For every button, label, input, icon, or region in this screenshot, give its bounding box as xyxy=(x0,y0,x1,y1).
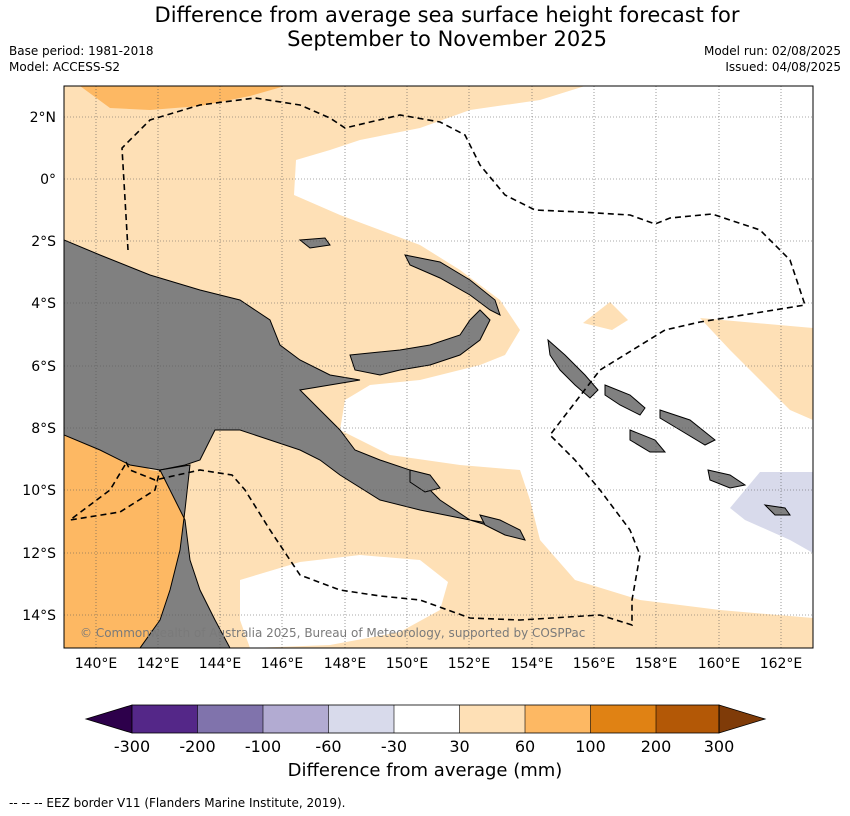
lon-label: 152°E xyxy=(448,656,491,672)
lon-label: 154°E xyxy=(511,656,554,672)
issued-date: Issued: 04/08/2025 xyxy=(725,60,841,74)
louisiade-islands xyxy=(479,514,526,541)
eez-australia xyxy=(69,464,161,521)
bougainville-island xyxy=(547,338,599,399)
colorbar-swatch xyxy=(197,705,263,733)
colorbar-label: 300 xyxy=(704,737,735,756)
lat-label: 10°S xyxy=(22,483,56,499)
colorbar-label: 60 xyxy=(515,737,535,756)
land-masses xyxy=(64,237,791,648)
map-area: © Commonwealth of Australia 2025, Bureau… xyxy=(64,86,813,648)
lat-label: 8°S xyxy=(31,421,56,437)
colorbar-swatch xyxy=(132,705,198,733)
colorbar-extend-low xyxy=(84,704,133,734)
latitude-labels: 2°N 0° 2°S 4°S 6°S 8°S 10°S 12°S 14°S xyxy=(22,110,56,624)
colorbar-label: -100 xyxy=(245,737,281,756)
colorbar-swatch xyxy=(328,705,394,733)
colorbar-swatch xyxy=(656,705,719,733)
band-30-60-east xyxy=(700,318,813,420)
lon-label: 162°E xyxy=(760,656,803,672)
colorbar-swatch xyxy=(590,705,656,733)
meta-right: Model run: 02/08/2025 Issued: 04/08/2025 xyxy=(704,43,841,75)
colorbar-label: 100 xyxy=(575,737,606,756)
lon-label: 146°E xyxy=(261,656,304,672)
lon-label: 150°E xyxy=(386,656,429,672)
lon-label: 148°E xyxy=(324,656,367,672)
new-guinea-landmass xyxy=(64,239,521,536)
lat-label: 12°S xyxy=(22,546,56,562)
lon-label: 158°E xyxy=(635,656,678,672)
model-run: Model run: 02/08/2025 xyxy=(703,44,841,58)
ocean-pocket-south xyxy=(240,555,448,648)
colorbar-label: -60 xyxy=(315,737,341,756)
lon-label: 144°E xyxy=(199,656,242,672)
colorbar-label: 30 xyxy=(449,737,469,756)
colorbar-extend-high xyxy=(718,704,767,734)
colorbar-frame xyxy=(131,704,720,734)
lat-label: 6°S xyxy=(31,359,56,375)
eez-borders xyxy=(69,97,807,627)
colorbar-label: -300 xyxy=(114,737,150,756)
colorbar-swatch xyxy=(263,705,329,733)
colorbar-label: -200 xyxy=(179,737,215,756)
lat-label: 4°S xyxy=(31,296,56,312)
colorbar-title: Difference from average (mm) xyxy=(287,760,563,781)
makira-island xyxy=(707,469,747,489)
copyright-notice: © Commonwealth of Australia 2025, Bureau… xyxy=(80,626,585,640)
map-frame xyxy=(63,85,814,649)
eez-png xyxy=(121,97,807,627)
new-ireland-island xyxy=(404,254,501,316)
solomon-islands-east xyxy=(659,409,716,446)
colorbar-dividers xyxy=(197,705,657,733)
band-neg60-neg30-region xyxy=(730,472,813,553)
lon-label: 142°E xyxy=(137,656,180,672)
footnote: -- -- -- EEZ border V11 (Flanders Marine… xyxy=(9,796,346,810)
colorbar-swatch xyxy=(525,705,591,733)
colorbar-labels: -300 -200 -100 -60 -30 30 60 100 200 300 xyxy=(114,737,734,756)
lat-label: 2°S xyxy=(31,234,56,250)
title-line-1: Difference from average sea surface heig… xyxy=(154,3,740,27)
colorbar: -300 -200 -100 -60 -30 30 60 100 200 300 xyxy=(84,704,767,756)
new-britain-island xyxy=(349,309,491,376)
model-name: Model: ACCESS-S2 xyxy=(9,60,121,74)
colorbar-swatch xyxy=(459,705,525,733)
colorbar-swatch xyxy=(394,705,460,733)
band-30-60-region xyxy=(64,86,813,648)
graticule xyxy=(64,86,813,648)
title-line-2: September to November 2025 xyxy=(287,27,607,51)
manus-island xyxy=(298,237,331,249)
colorbar-label: -30 xyxy=(381,737,407,756)
lon-label: 160°E xyxy=(698,656,741,672)
figure-title: Difference from average sea surface heig… xyxy=(0,3,850,51)
band-60-100-north xyxy=(80,86,285,110)
rennell-island xyxy=(763,504,791,516)
lon-label: 156°E xyxy=(573,656,616,672)
base-period: Base period: 1981-2018 xyxy=(9,44,154,58)
lat-label: 0° xyxy=(40,172,56,188)
meta-left: Base period: 1981-2018 Model: ACCESS-S2 xyxy=(9,43,154,75)
dentrecasteaux-islands xyxy=(409,469,441,493)
cape-york-peninsula xyxy=(139,464,231,648)
longitude-labels: 140°E 142°E 144°E 146°E 148°E 150°E 152°… xyxy=(75,656,803,672)
lat-label: 14°S xyxy=(22,608,56,624)
colorbar-label: 200 xyxy=(641,737,672,756)
lon-label: 140°E xyxy=(75,656,118,672)
solomon-islands-central xyxy=(604,384,646,416)
lat-label: 2°N xyxy=(30,110,56,126)
